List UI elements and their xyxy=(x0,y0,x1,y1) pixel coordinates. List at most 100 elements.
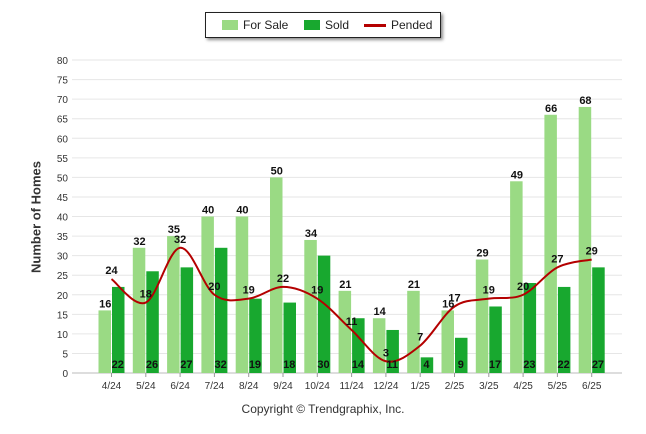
bars xyxy=(98,106,605,374)
x-tick-label: 11/24 xyxy=(339,381,364,392)
legend-label-for-sale: For Sale xyxy=(243,18,289,32)
y-axis-ticks: 0 5 10 15 20 25 30 35 40 45 50 55 60 65 70 75 80 xyxy=(57,56,69,380)
y-tick-label: 60 xyxy=(57,134,69,145)
for-sale-bar xyxy=(270,177,283,373)
pended-value-label: 19 xyxy=(483,285,495,297)
x-tick-label: 6/25 xyxy=(582,381,602,392)
x-tick-label: 12/24 xyxy=(373,381,398,392)
for-sale-bar xyxy=(98,310,111,373)
y-tick-label: 40 xyxy=(57,213,69,224)
sold-bar xyxy=(352,318,365,373)
sold-bar xyxy=(283,302,296,373)
y-tick-label: 50 xyxy=(57,173,69,184)
sold-value-label: 4 xyxy=(423,359,430,371)
data-labels: 16 22 32 26 35 27 40 32 40 19 50 18 34 30 21 14 14 11 21 4 1… xyxy=(99,95,604,371)
y-tick-label: 25 xyxy=(57,271,69,282)
y-tick-label: 15 xyxy=(57,310,69,321)
y-tick-label: 75 xyxy=(57,76,69,87)
y-tick-label: 35 xyxy=(57,232,69,243)
sold-bar xyxy=(557,286,571,373)
for-sale-value-label: 66 xyxy=(545,103,557,115)
for-sale-value-label: 35 xyxy=(168,224,180,236)
sold-value-label: 27 xyxy=(592,359,604,371)
pended-swatch xyxy=(364,23,386,27)
sold-value-label: 26 xyxy=(146,359,158,371)
x-axis-ticks: 4/24 5/24 6/24 7/24 8/24 9/24 10/24 11/24 12/24 1… xyxy=(102,373,602,392)
sold-bar xyxy=(455,337,468,373)
y-tick-label: 65 xyxy=(57,115,69,126)
for-sale-value-label: 16 xyxy=(442,298,454,310)
for-sale-bar xyxy=(510,181,523,373)
for-sale-value-label: 29 xyxy=(476,248,488,260)
y-tick-label: 80 xyxy=(57,56,69,67)
sold-value-label: 22 xyxy=(112,359,124,371)
pended-value-label: 20 xyxy=(208,281,220,293)
sold-value-label: 17 xyxy=(489,359,501,371)
for-sale-value-label: 34 xyxy=(305,228,318,240)
y-tick-label: 45 xyxy=(57,193,69,204)
legend-item-pended[interactable]: Pended xyxy=(364,13,432,37)
for-sale-value-label: 14 xyxy=(374,306,387,318)
for-sale-bar xyxy=(544,114,557,374)
for-sale-bar xyxy=(304,239,317,373)
for-sale-bar xyxy=(201,216,214,373)
y-tick-label: 20 xyxy=(57,291,69,302)
for-sale-value-label: 50 xyxy=(271,165,283,177)
pended-value-label: 27 xyxy=(551,253,563,265)
y-axis-title: Number of Homes xyxy=(28,161,44,273)
sold-value-label: 22 xyxy=(558,359,570,371)
pended-value-label: 29 xyxy=(586,246,598,258)
for-sale-value-label: 21 xyxy=(339,279,351,291)
pended-line-layer xyxy=(110,246,592,363)
sold-value-label: 23 xyxy=(523,359,535,371)
copyright-text: Copyright © Trendgraphix, Inc. xyxy=(241,402,405,416)
sold-bar xyxy=(249,298,262,373)
pended-value-label: 7 xyxy=(417,332,423,344)
pended-value-label: 32 xyxy=(174,234,186,246)
legend: For Sale Sold Pended xyxy=(205,12,441,38)
pended-value-label: 17 xyxy=(448,292,460,304)
sold-bar xyxy=(523,283,537,373)
sold-value-label: 19 xyxy=(249,359,261,371)
sold-value-label: 11 xyxy=(386,359,398,371)
sold-bar xyxy=(180,267,194,373)
sold-bar xyxy=(317,255,331,373)
pended-value-label: 20 xyxy=(517,281,529,293)
for-sale-value-label: 32 xyxy=(133,236,145,248)
pended-value-label: 11 xyxy=(346,316,358,328)
y-tick-label: 0 xyxy=(62,369,68,380)
for-sale-bar xyxy=(338,290,352,373)
for-sale-bar xyxy=(132,247,146,373)
sold-value-label: 14 xyxy=(352,359,365,371)
legend-label-sold: Sold xyxy=(325,18,350,32)
x-tick-label: 10/24 xyxy=(305,381,330,392)
legend-item-for-sale[interactable]: For Sale xyxy=(222,13,288,37)
legend-item-sold[interactable]: Sold xyxy=(304,13,349,37)
pended-value-label: 18 xyxy=(140,289,152,301)
pended-value-label: 19 xyxy=(243,285,255,297)
sold-swatch xyxy=(304,20,320,30)
x-tick-label: 9/24 xyxy=(273,381,293,392)
y-tick-label: 55 xyxy=(57,154,69,165)
y-tick-label: 10 xyxy=(57,330,69,341)
x-tick-label: 5/24 xyxy=(136,381,156,392)
for-sale-bar xyxy=(441,310,454,373)
sold-value-label: 9 xyxy=(458,359,464,371)
for-sale-bar xyxy=(167,236,180,373)
for-sale-bar xyxy=(475,259,489,373)
for-sale-bar xyxy=(372,318,386,373)
x-tick-label: 4/24 xyxy=(102,381,122,392)
legend-label-pended: Pended xyxy=(391,18,433,32)
x-tick-label: 2/25 xyxy=(445,381,465,392)
x-tick-label: 4/25 xyxy=(513,381,533,392)
for-sale-value-label: 49 xyxy=(511,169,523,181)
x-tick-label: 1/25 xyxy=(410,381,430,392)
for-sale-value-label: 21 xyxy=(408,279,420,291)
pended-line xyxy=(110,246,592,363)
pended-value-label: 19 xyxy=(311,285,323,297)
x-tick-label: 5/25 xyxy=(548,381,568,392)
sold-bar xyxy=(592,267,605,373)
for-sale-bar xyxy=(578,106,592,373)
sold-value-label: 18 xyxy=(283,359,295,371)
